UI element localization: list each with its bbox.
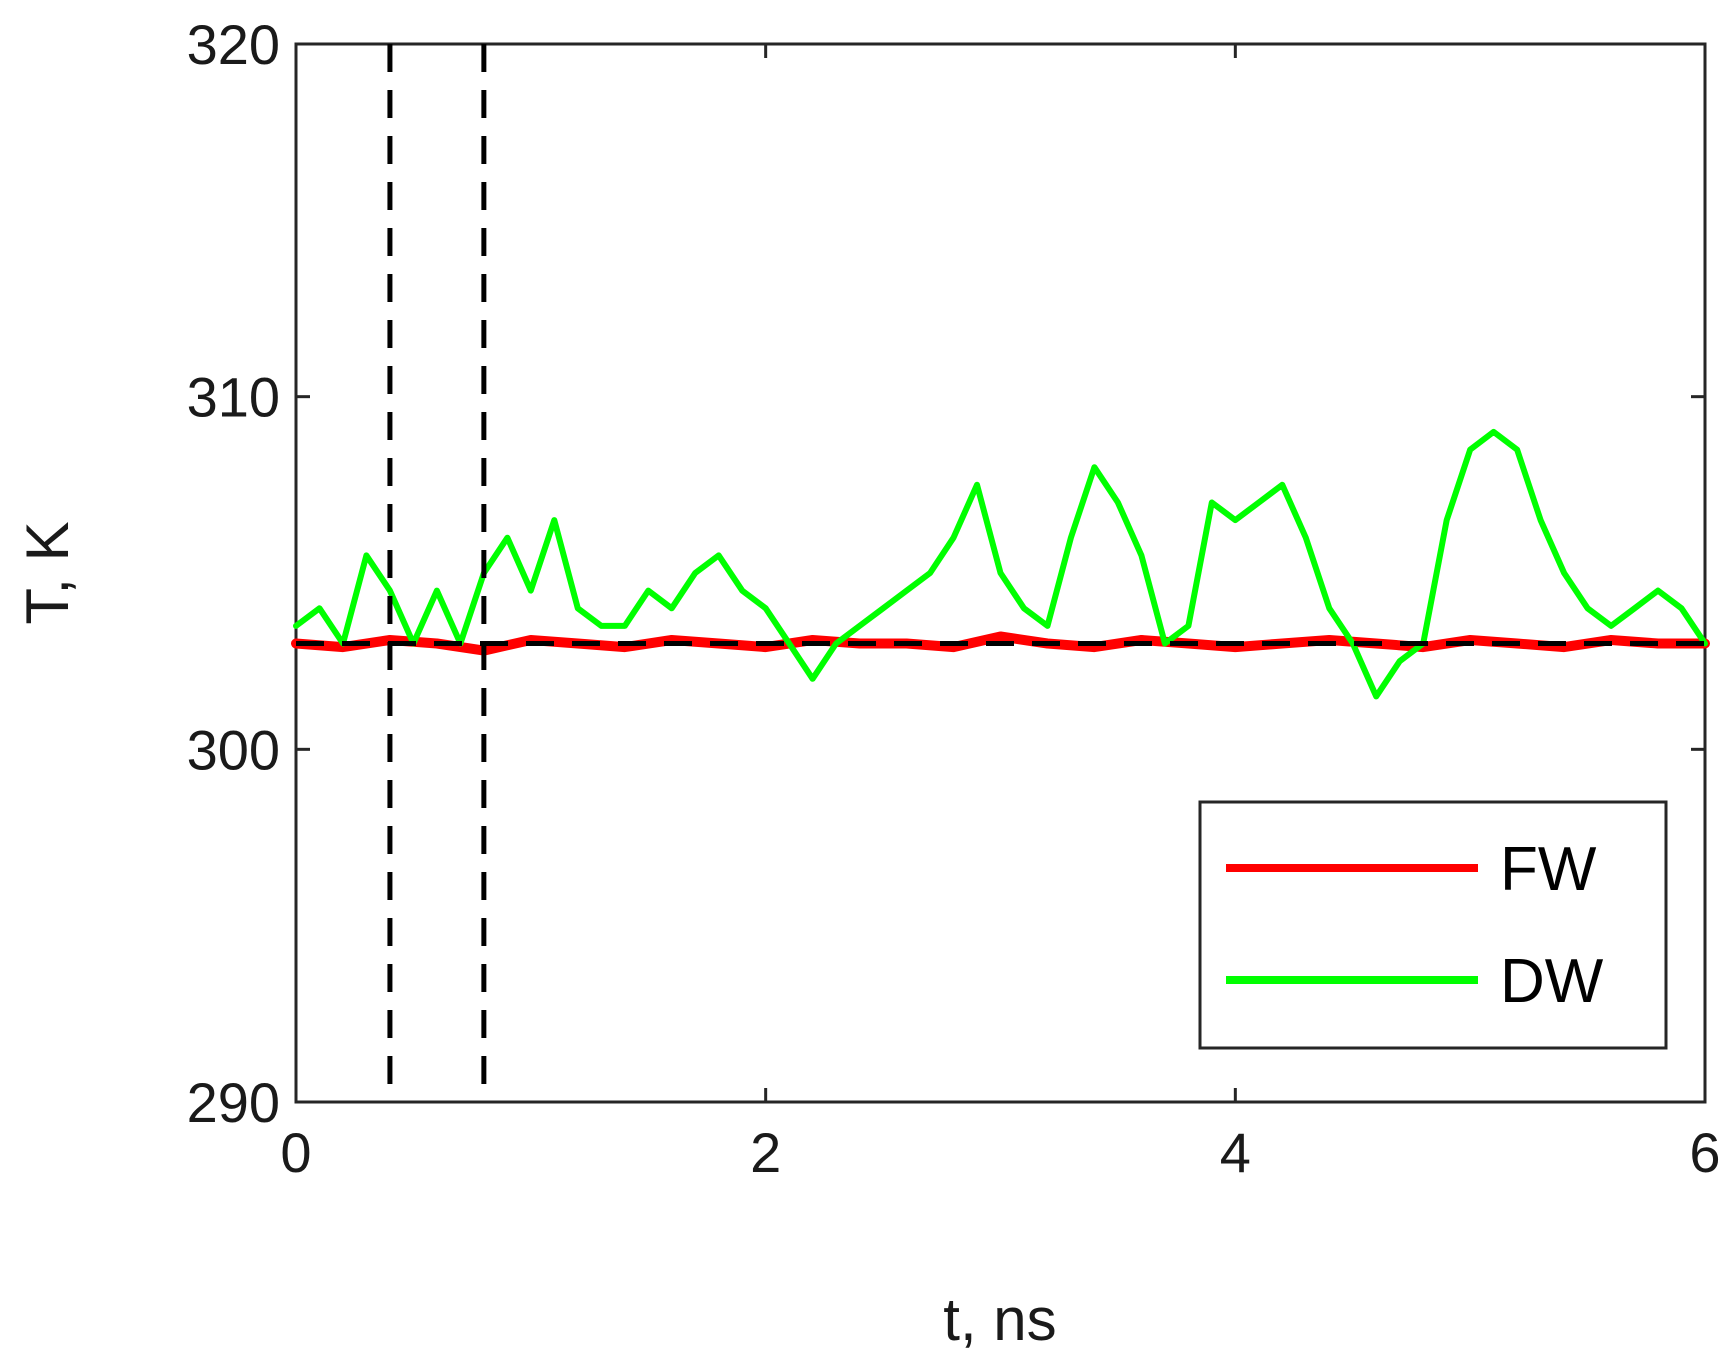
- y-axis-label: T, K: [14, 521, 81, 624]
- series-line-fw: [291, 631, 1710, 656]
- x-tick-label: 2: [750, 1121, 781, 1184]
- x-tick-label: 6: [1689, 1121, 1720, 1184]
- y-tick-label: 300: [187, 718, 280, 781]
- legend: FW DW: [1198, 800, 1668, 1050]
- x-tick-label: 0: [280, 1121, 311, 1184]
- legend-box: [1198, 800, 1668, 1050]
- x-tick-label: 4: [1220, 1121, 1251, 1184]
- y-tick-label: 310: [187, 366, 280, 429]
- x-axis-label: t, ns: [943, 1286, 1056, 1353]
- y-tick-label: 290: [187, 1071, 280, 1134]
- legend-label-dw: DW: [1500, 947, 1604, 1016]
- y-tick-label: 320: [187, 13, 280, 76]
- legend-label-fw: FW: [1500, 835, 1597, 904]
- series-line-dw: [293, 428, 1708, 700]
